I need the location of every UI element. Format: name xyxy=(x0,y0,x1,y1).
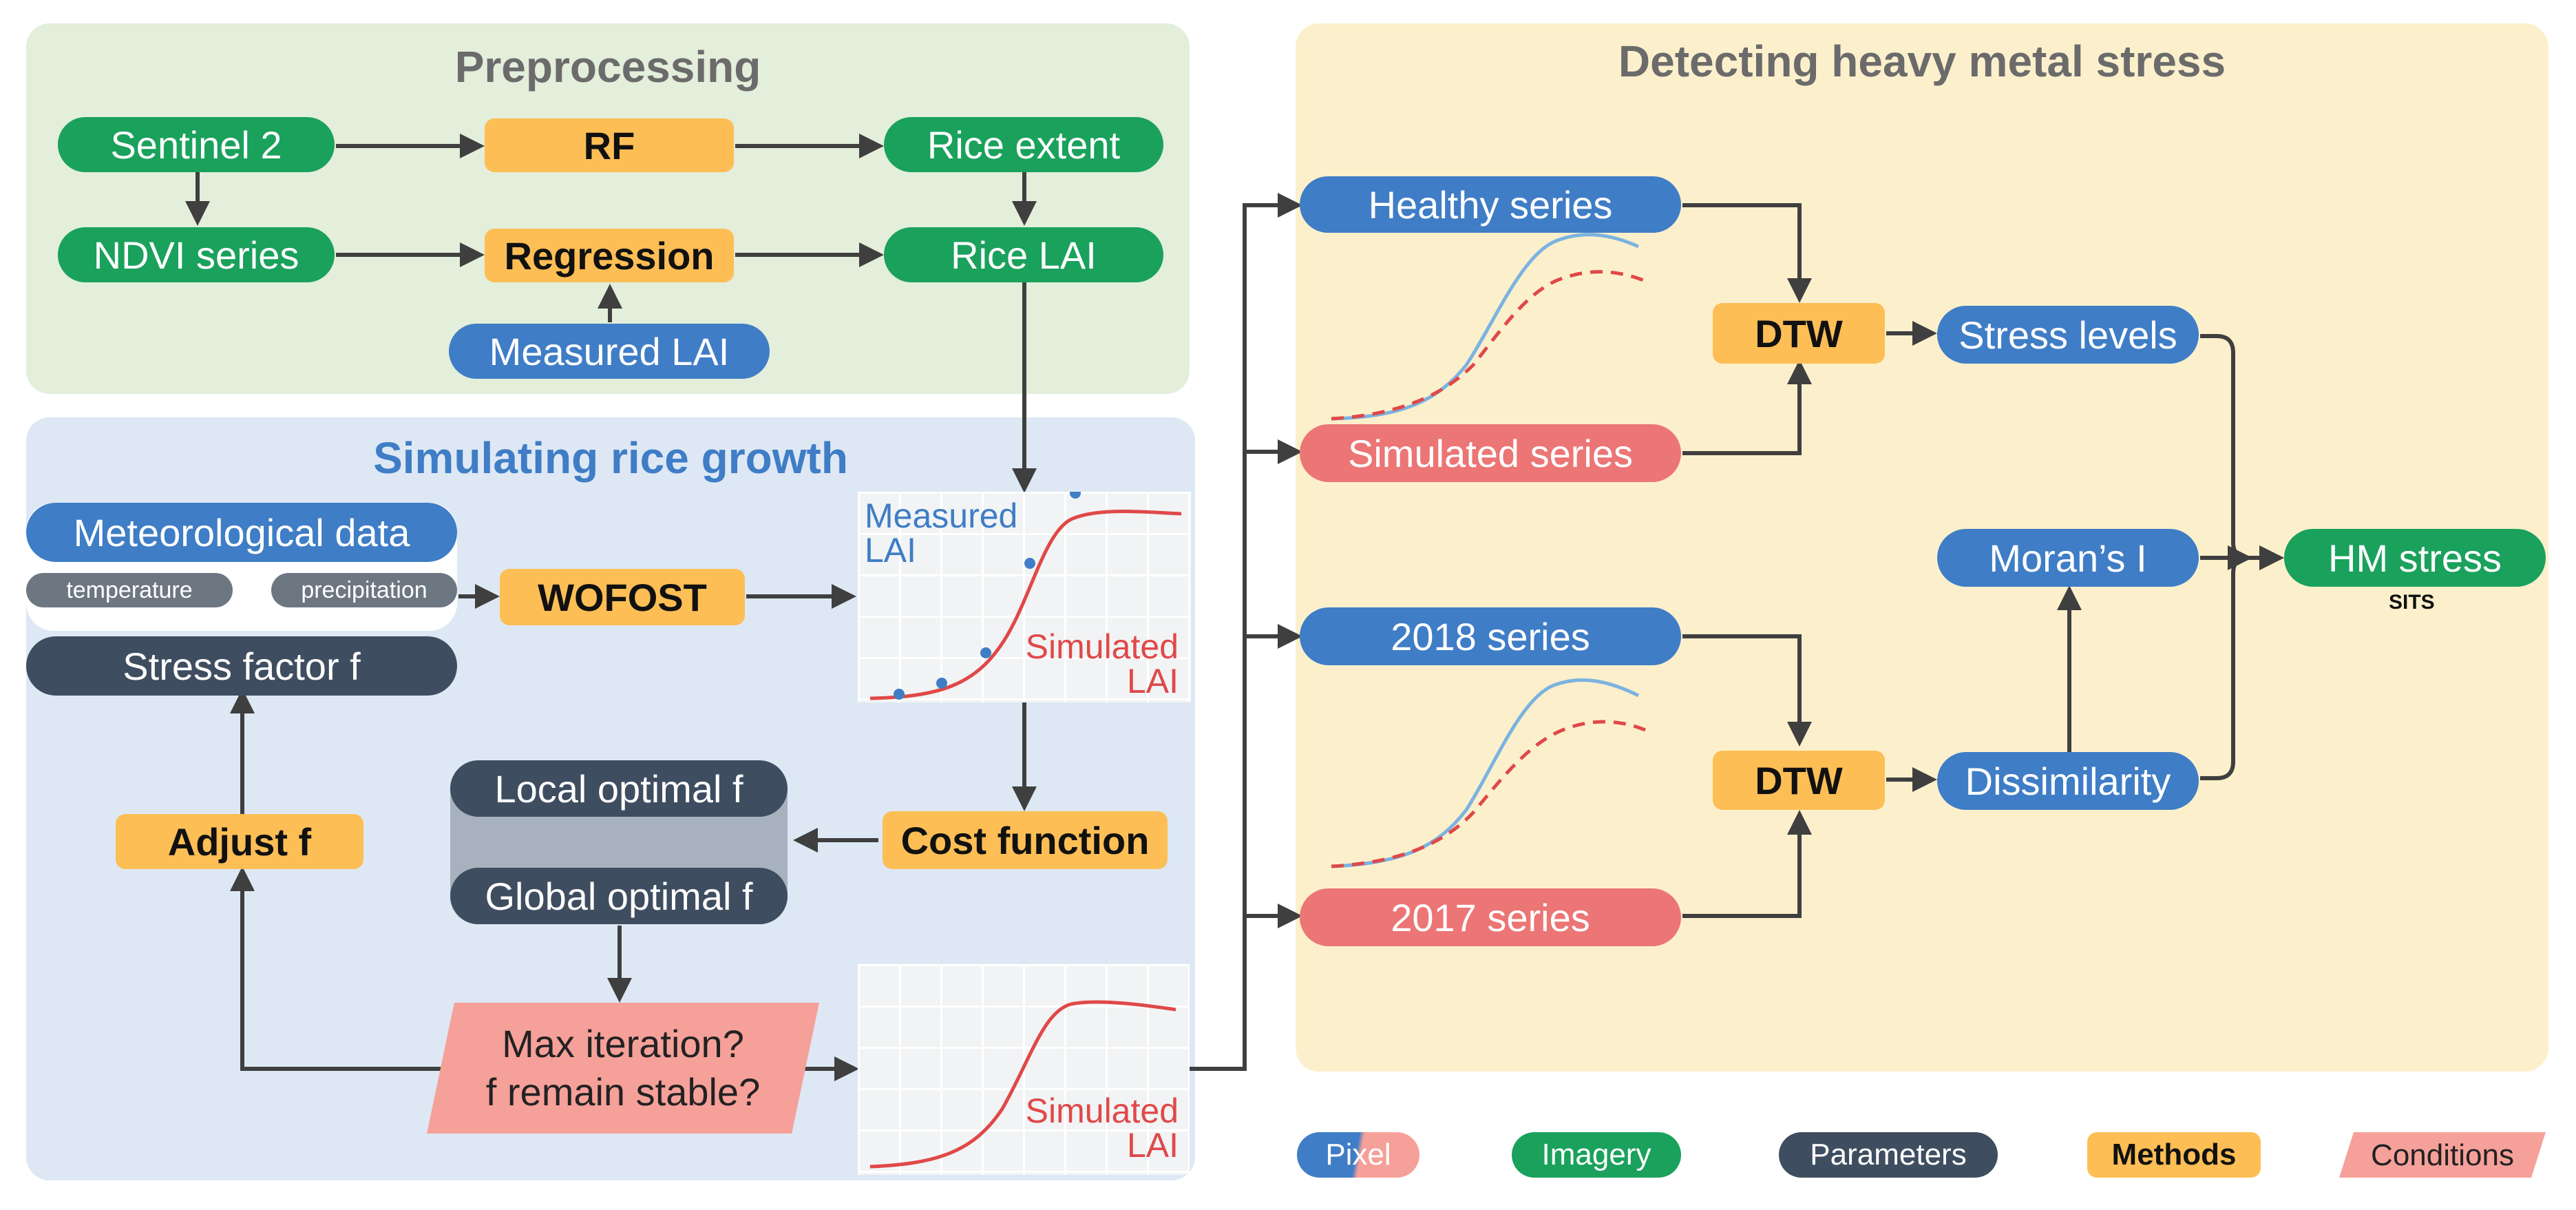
stress-levels-node: Stress levels xyxy=(1937,306,2199,364)
lai-chart-2-simulated-label: Simulated LAI xyxy=(1025,1092,1179,1165)
stress-factor-node: Stress factor f xyxy=(26,636,457,696)
detecting-title: Detecting heavy metal stress xyxy=(1618,36,2226,86)
legend-pixel-label: Pixel xyxy=(1325,1138,1391,1171)
rf-node: RF xyxy=(485,118,734,172)
healthy-series-node: Healthy series xyxy=(1300,176,1681,233)
sits-label: SITS xyxy=(2389,591,2435,614)
dtw1-node: DTW xyxy=(1713,303,1885,364)
rice-lai-node: Rice LAI xyxy=(884,227,1163,282)
measured-lai-node: Measured LAI xyxy=(449,324,770,379)
precipitation-node: precipitation xyxy=(271,573,457,607)
condition-node: Max iteration? f remain stable? xyxy=(427,1003,819,1134)
hm-stress-node: HM stress xyxy=(2284,529,2546,587)
lai-chart-1-simulated-label: Simulated LAI xyxy=(1025,627,1179,700)
lai-chart-1-simulated-line xyxy=(869,510,1182,700)
healthy-curve xyxy=(1331,233,1640,421)
preprocessing-title: Preprocessing xyxy=(454,42,761,92)
simulating-title: Simulating rice growth xyxy=(373,433,848,483)
legend-conditions: Conditions xyxy=(2339,1132,2546,1178)
lai-chart-1-point xyxy=(1070,492,1081,499)
rice-extent-node: Rice extent xyxy=(884,117,1163,172)
condition-line-1: Max iteration? xyxy=(502,1022,744,1065)
series-2017-node: 2017 series xyxy=(1300,888,1681,946)
cost-function-node: Cost function xyxy=(883,811,1168,869)
dissimilarity-node: Dissimilarity xyxy=(1937,752,2199,810)
wofost-node: WOFOST xyxy=(500,569,745,625)
simulated-curve xyxy=(1331,270,1646,421)
sentinel-node: Sentinel 2 xyxy=(58,117,335,172)
legend-imagery: Imagery xyxy=(1512,1132,1681,1178)
lai-chart-1-point xyxy=(936,678,947,689)
dtw2-node: DTW xyxy=(1713,751,1885,810)
lai-chart-2: Simulated LAI xyxy=(858,964,1190,1175)
meteo-node: Meteorological data xyxy=(26,503,457,562)
lai-chart-2-simulated-line xyxy=(869,1000,1176,1169)
morans-node: Moran’s I xyxy=(1937,529,2199,587)
global-optimal-node: Global optimal f xyxy=(450,868,788,924)
lai-chart-1-measured-label: Measured LAI xyxy=(865,497,1018,570)
legend-parameters: Parameters xyxy=(1779,1132,1998,1178)
adjust-node: Adjust f xyxy=(116,814,363,869)
condition-line-2: f remain stable? xyxy=(485,1070,761,1114)
lai-chart-1-point xyxy=(1024,558,1035,569)
legend-methods: Methods xyxy=(2087,1132,2261,1178)
lai-chart-1-point xyxy=(894,689,905,700)
curve-2018 xyxy=(1331,678,1640,868)
arrow-to-healthy xyxy=(1190,193,1302,1071)
lai-chart-1-point xyxy=(980,647,991,658)
regression-node: Regression xyxy=(485,229,734,282)
simulated-series-node: Simulated series xyxy=(1300,424,1681,482)
temperature-node: temperature xyxy=(26,573,233,607)
lai-chart-1: Measured LAI Simulated LAI xyxy=(858,492,1191,702)
local-optimal-node: Local optimal f xyxy=(450,760,788,817)
lai-chart-2-plot xyxy=(869,1000,1176,1169)
legend-pixel: Pixel xyxy=(1297,1132,1419,1178)
ndvi-node: NDVI series xyxy=(58,227,335,282)
curve-2017 xyxy=(1331,720,1646,868)
2018-vs-2017-curves xyxy=(1331,678,1646,868)
series-2018-node: 2018 series xyxy=(1300,607,1681,665)
healthy-vs-simulated-curves xyxy=(1331,233,1646,421)
lai-chart-1-plot xyxy=(869,492,1182,700)
